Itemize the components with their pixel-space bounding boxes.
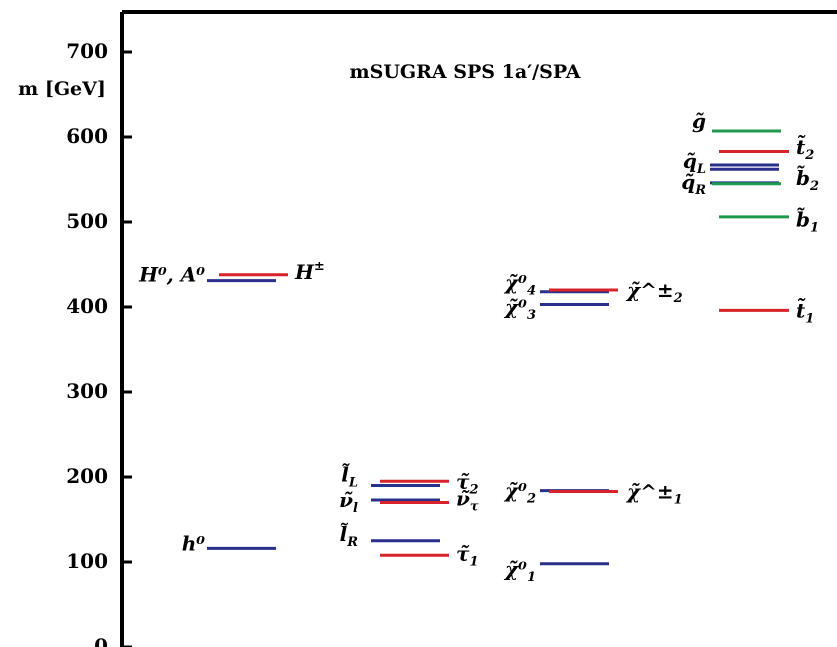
particle-label: h⁰ bbox=[182, 531, 206, 555]
particle-label: t̃2 bbox=[796, 135, 814, 164]
y-tick-label: 600 bbox=[66, 124, 108, 148]
particle-label: χ̃⁰3 bbox=[503, 295, 536, 323]
y-tick-label: 0 bbox=[94, 634, 108, 647]
axis-layer: 0 100 200 300 400 500 600 700 bbox=[66, 10, 837, 647]
particle-label: l̃R bbox=[340, 522, 359, 550]
particle-label: H⁰, A⁰ bbox=[138, 263, 205, 287]
y-tick-label: 100 bbox=[66, 549, 108, 573]
particle-label: χ̃⁰1 bbox=[503, 557, 536, 585]
particle-label: χ̃^±2 bbox=[625, 278, 683, 306]
chart-title: mSUGRA SPS 1a′/SPA bbox=[350, 61, 581, 83]
y-tick-label: 400 bbox=[66, 294, 108, 318]
y-axis-label: m [GeV] bbox=[18, 78, 106, 100]
particle-label: g̃ bbox=[692, 109, 706, 133]
levels-layer bbox=[207, 129, 789, 566]
y-tick-label: 700 bbox=[66, 39, 108, 63]
particle-label: τ̃1 bbox=[456, 542, 479, 570]
y-tick-label: 300 bbox=[66, 379, 108, 403]
particle-label: χ̃⁰4 bbox=[503, 270, 536, 298]
particle-label: χ̃⁰2 bbox=[503, 479, 536, 507]
particle-label: b̃1 bbox=[796, 207, 819, 236]
particle-label: ν̃l bbox=[339, 488, 358, 516]
particle-label: b̃2 bbox=[796, 165, 819, 194]
particle-label: q̃L bbox=[683, 149, 706, 177]
particle-label: q̃R bbox=[681, 170, 706, 198]
particle-label: t̃1 bbox=[796, 298, 814, 327]
y-tick-label: 500 bbox=[66, 209, 108, 233]
y-tick-label: 200 bbox=[66, 464, 108, 488]
labels-layer: h⁰ H⁰, A⁰ H± l̃Lν̃l l̃R τ̃2ν̃τ τ̃1 χ̃⁰4χ̃⁰3 χ̃⁰2… bbox=[138, 109, 819, 585]
particle-label: H± bbox=[294, 259, 325, 284]
particle-label: χ̃^±1 bbox=[625, 479, 683, 507]
particle-label: l̃L bbox=[341, 462, 358, 490]
particle-label: τ̃2 bbox=[456, 469, 479, 497]
particle-label: ν̃τ bbox=[456, 486, 479, 514]
